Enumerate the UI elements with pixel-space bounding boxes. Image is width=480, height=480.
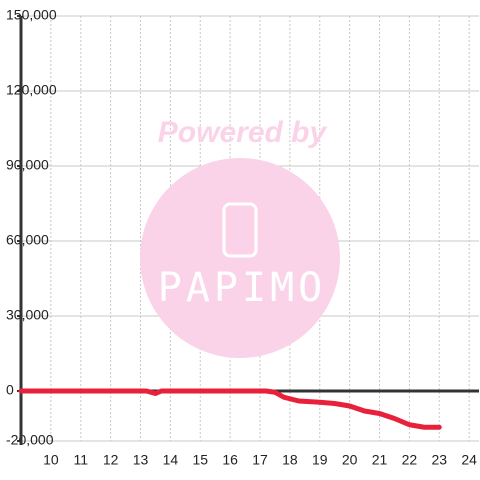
watermark-logo: PAPIMO	[158, 265, 327, 311]
watermark-icon	[222, 202, 258, 258]
x-tick-label: 18	[282, 452, 298, 468]
x-tick-label: 21	[372, 452, 388, 468]
y-tick-label: 0	[6, 382, 14, 398]
y-tick-label: 150,000	[6, 7, 57, 23]
x-tick-label: 23	[431, 452, 447, 468]
x-tick-label: 22	[402, 452, 418, 468]
x-tick-label: 10	[43, 452, 59, 468]
x-tick-label: 11	[73, 452, 88, 468]
x-tick-label: 17	[252, 452, 268, 468]
y-tick-label: 30,000	[6, 307, 49, 323]
y-tick-label: 60,000	[6, 232, 49, 248]
line	[18, 388, 442, 430]
y-tick-label: -20,000	[6, 432, 54, 448]
x-tick-label: 19	[312, 452, 328, 468]
watermark-text: Powered by	[158, 116, 328, 149]
x-tick-label: 14	[163, 452, 179, 468]
x-tick-label: 20	[342, 452, 358, 468]
x-tick-label: 15	[192, 452, 208, 468]
x-tick-label: 12	[103, 452, 119, 468]
y-tick-label: 90,000	[6, 157, 49, 173]
watermark-circle	[140, 158, 340, 358]
y-tick-label: 120,000	[6, 82, 57, 98]
x-tick-label: 24	[461, 452, 477, 468]
x-tick-label: 16	[222, 452, 238, 468]
x-tick-label: 13	[133, 452, 149, 468]
